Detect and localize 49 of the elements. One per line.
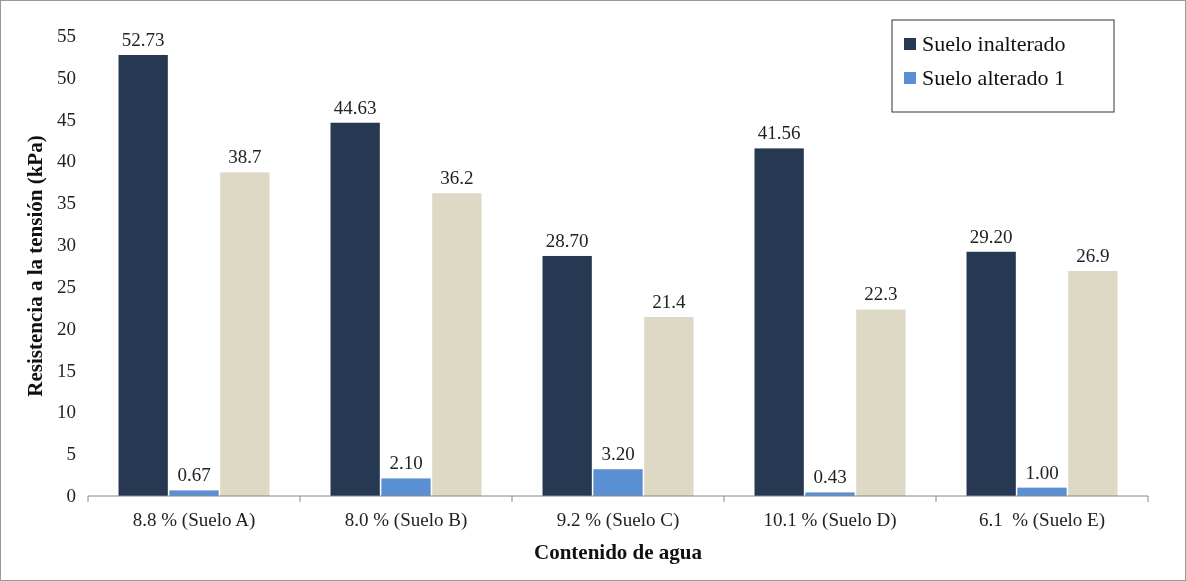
x-tick-label: 8.0 % (Suelo B) [344, 509, 468, 531]
y-tick-label: 25 [57, 275, 76, 297]
bar [542, 255, 592, 496]
bar [593, 469, 643, 496]
data-label: 26.9 [1076, 245, 1110, 267]
legend-label: Suelo alterado 1 [922, 65, 1065, 90]
y-tick-label: 50 [57, 66, 76, 88]
data-label: 29.20 [969, 225, 1013, 247]
data-label: 0.67 [177, 464, 211, 486]
y-axis-title: Resistencia a la tensión (kPa) [23, 135, 47, 397]
data-label: 21.4 [652, 291, 686, 313]
x-tick-label: 8.8 % (Suelo A) [132, 509, 256, 531]
data-label: 52.73 [121, 28, 165, 50]
x-axis-title: Contenido de agua [533, 540, 703, 564]
bar [856, 309, 906, 496]
x-tick-label: 10.1 % (Suelo D) [763, 509, 897, 531]
bar [169, 490, 219, 496]
bar [644, 317, 694, 496]
y-tick-label: 45 [57, 108, 76, 130]
data-label: 1.00 [1025, 461, 1059, 483]
data-label: 22.3 [864, 283, 898, 305]
bar [381, 478, 431, 496]
y-tick-label: 35 [57, 192, 76, 214]
data-label: 38.7 [228, 146, 262, 168]
data-label: 44.63 [333, 96, 377, 118]
data-label: 0.43 [813, 466, 847, 488]
bar [966, 251, 1016, 496]
bar [118, 54, 168, 496]
y-tick-label: 20 [57, 317, 76, 339]
bar [330, 122, 380, 496]
y-tick-label: 15 [57, 359, 76, 381]
bar [220, 172, 270, 496]
x-tick-label: 9.2 % (Suelo C) [556, 509, 680, 531]
y-tick-label: 55 [57, 25, 76, 46]
data-label: 3.20 [601, 443, 635, 465]
data-label: 28.70 [545, 229, 589, 251]
legend-label: Suelo inalterado [922, 31, 1066, 56]
bar [432, 193, 482, 496]
data-label: 36.2 [440, 167, 474, 189]
y-tick-label: 0 [66, 485, 76, 506]
y-tick-label: 5 [66, 443, 76, 465]
y-tick-label: 40 [57, 150, 76, 172]
data-label: 41.56 [757, 122, 801, 144]
bar [754, 148, 804, 496]
bar [1068, 271, 1118, 496]
y-tick-label: 10 [57, 401, 76, 423]
data-label: 2.10 [389, 452, 423, 474]
x-tick-label: 6.1 % (Suelo E) [978, 509, 1106, 531]
y-tick-label: 30 [57, 234, 76, 256]
